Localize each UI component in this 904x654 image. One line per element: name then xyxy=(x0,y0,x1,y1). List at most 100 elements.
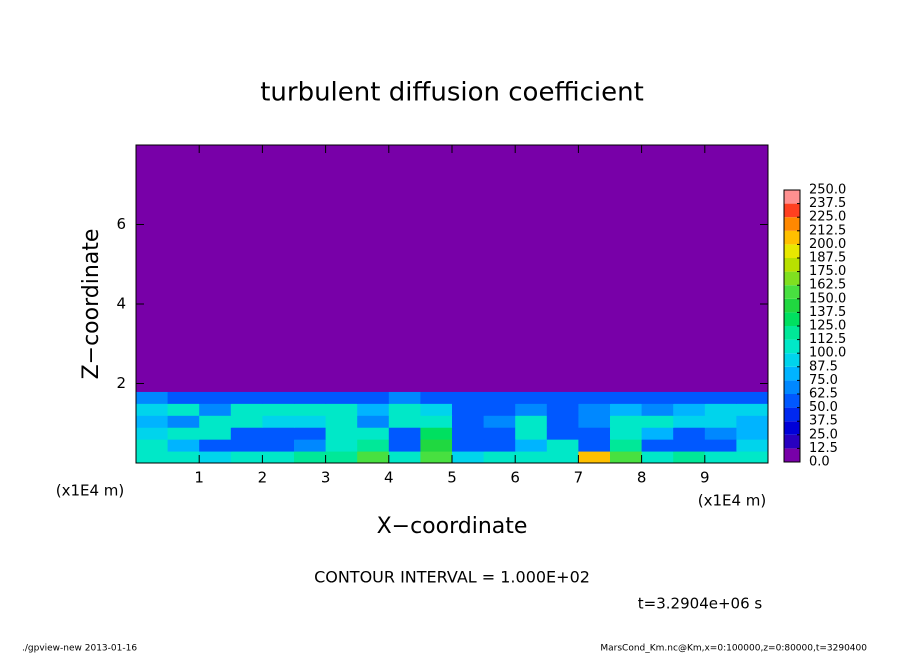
cell xyxy=(483,145,516,392)
colorbar-label: 175.0 xyxy=(809,264,846,279)
cell xyxy=(262,451,295,464)
cell xyxy=(199,427,232,440)
colorbar-band xyxy=(784,421,800,435)
colorbar-label: 50.0 xyxy=(809,400,838,415)
cell xyxy=(578,451,611,464)
cell xyxy=(167,427,200,440)
colorbar-label: 125.0 xyxy=(809,319,846,334)
cell xyxy=(199,439,232,452)
cell xyxy=(136,391,169,404)
cell xyxy=(673,415,706,428)
cell xyxy=(483,439,516,452)
colorbar-band xyxy=(784,312,800,326)
cell xyxy=(610,145,643,392)
cell xyxy=(230,403,263,416)
colorbar-band xyxy=(784,326,800,340)
cell xyxy=(230,415,263,428)
colorbar-label: 212.5 xyxy=(809,223,846,238)
cell xyxy=(199,145,232,392)
cell xyxy=(294,403,327,416)
cell xyxy=(294,439,327,452)
cell xyxy=(641,145,674,392)
cell xyxy=(736,415,769,428)
chart-title: turbulent diffusion coefficient xyxy=(260,78,644,108)
cell xyxy=(388,451,421,464)
cell xyxy=(294,145,327,392)
cell xyxy=(388,145,421,392)
cell xyxy=(199,451,232,464)
colorbar-label: 187.5 xyxy=(809,251,846,266)
cell xyxy=(483,403,516,416)
x-tick-label: 7 xyxy=(574,469,584,487)
cell xyxy=(325,415,358,428)
cell xyxy=(736,145,769,392)
cell xyxy=(546,439,579,452)
cell xyxy=(325,439,358,452)
cell xyxy=(452,145,485,392)
x-axis-unit: (x1E4 m) xyxy=(698,492,767,510)
cell xyxy=(704,451,737,464)
cell xyxy=(199,403,232,416)
colorbar-label: 237.5 xyxy=(809,196,846,211)
cell xyxy=(704,145,737,392)
colorbar-band xyxy=(784,366,800,381)
cell xyxy=(546,451,579,464)
colorbar-band xyxy=(784,298,800,313)
cell xyxy=(452,391,485,404)
cell xyxy=(420,145,453,392)
cell xyxy=(546,145,579,392)
cell xyxy=(388,427,421,440)
colorbar-band xyxy=(784,353,800,367)
cell xyxy=(262,415,295,428)
cell xyxy=(515,403,548,416)
cell xyxy=(483,451,516,464)
colorbar-label: 100.0 xyxy=(809,346,846,361)
x-tick-label: 3 xyxy=(321,469,331,487)
colorbar-label: 75.0 xyxy=(809,373,838,388)
cell xyxy=(673,427,706,440)
cell xyxy=(420,451,453,464)
colorbar-band xyxy=(784,380,800,394)
cell xyxy=(262,439,295,452)
cell xyxy=(704,403,737,416)
y-tick-label: 6 xyxy=(116,215,126,233)
cell xyxy=(388,403,421,416)
footer-right: MarsCond_Km.nc@Km,x=0:100000,z=0:80000,t… xyxy=(600,644,867,654)
cell xyxy=(673,391,706,404)
cell xyxy=(262,403,295,416)
cell xyxy=(136,145,169,392)
cell xyxy=(452,439,485,452)
cell xyxy=(357,415,390,428)
cell xyxy=(167,403,200,416)
cell xyxy=(673,451,706,464)
cell xyxy=(610,427,643,440)
colorbar-band xyxy=(784,285,800,299)
colorbar-band xyxy=(784,394,800,408)
cell xyxy=(325,427,358,440)
cell xyxy=(136,403,169,416)
cell xyxy=(578,145,611,392)
colorbar-label: 112.5 xyxy=(809,332,846,347)
colorbar-label: 37.5 xyxy=(809,414,838,429)
cell xyxy=(325,391,358,404)
cell xyxy=(420,403,453,416)
cell xyxy=(199,391,232,404)
cell xyxy=(641,403,674,416)
colorbar-label: 200.0 xyxy=(809,237,846,252)
cell xyxy=(483,415,516,428)
cell xyxy=(262,145,295,392)
cell xyxy=(167,391,200,404)
cell xyxy=(641,415,674,428)
cell xyxy=(294,391,327,404)
cell xyxy=(641,427,674,440)
colorbar-band xyxy=(784,217,800,231)
colorbar-band xyxy=(784,190,800,204)
cell xyxy=(230,145,263,392)
cell xyxy=(736,451,769,464)
cell xyxy=(420,439,453,452)
y-tick-label: 2 xyxy=(116,374,126,392)
y-axis-label: Z−coordinate xyxy=(79,229,104,380)
annotation: CONTOUR INTERVAL = 1.000E+02 xyxy=(314,568,590,587)
